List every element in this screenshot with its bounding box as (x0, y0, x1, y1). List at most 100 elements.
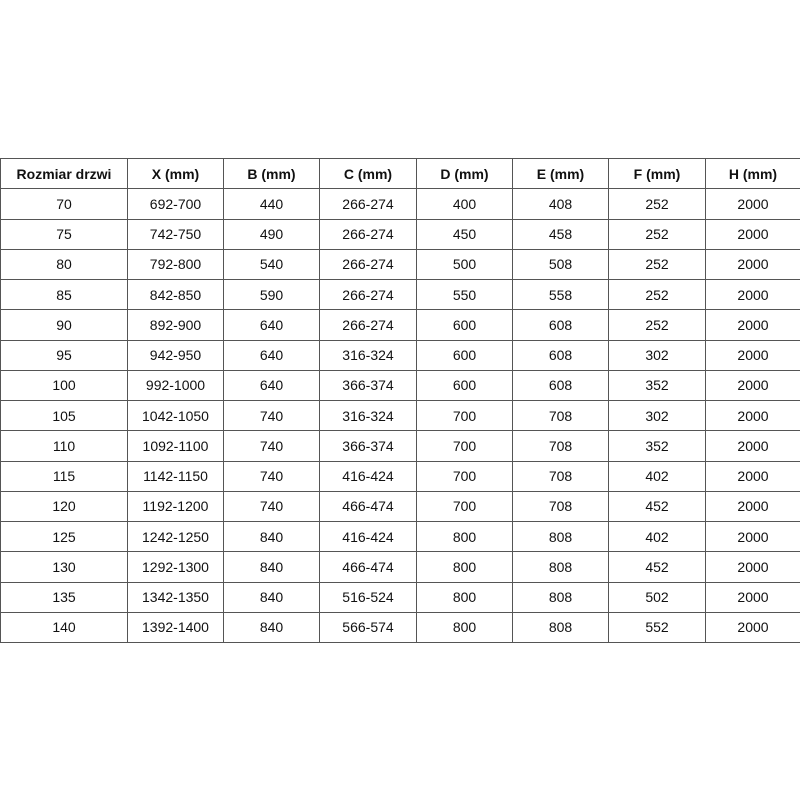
table-cell: 366-374 (319, 369, 417, 402)
table-cell: 842-850 (127, 278, 224, 311)
table-cell: 120 (0, 490, 128, 523)
table-cell: 840 (223, 611, 320, 644)
table-header-row: Rozmiar drzwi X (mm) B (mm) C (mm) D (mm) E (… (0, 157, 800, 190)
column-header: C (mm) (319, 157, 417, 190)
table-cell: 566-574 (319, 611, 417, 644)
column-header: D (mm) (416, 157, 513, 190)
table-cell: 600 (416, 369, 513, 402)
table-cell: 440 (223, 188, 320, 220)
table-cell: 1392-1400 (127, 611, 224, 644)
table-cell: 2000 (705, 551, 800, 583)
table-cell: 808 (512, 581, 609, 613)
table-cell: 110 (0, 430, 128, 462)
table-cell: 1192-1200 (127, 490, 224, 523)
table-cell: 1342-1350 (127, 581, 224, 613)
table-row: 140 1392-1400 840 566-574 800 808 552 2000 (0, 611, 800, 644)
column-header: B (mm) (223, 157, 320, 190)
table-cell: 408 (512, 188, 609, 220)
table-cell: 70 (0, 188, 128, 220)
table-cell: 80 (0, 248, 128, 281)
table-cell: 402 (608, 520, 706, 553)
column-header: F (mm) (608, 157, 706, 190)
table-cell: 800 (416, 581, 513, 613)
table-cell: 90 (0, 309, 128, 341)
table-cell: 640 (223, 369, 320, 402)
table-cell: 840 (223, 520, 320, 553)
table-cell: 700 (416, 460, 513, 492)
table-cell: 266-274 (319, 309, 417, 341)
table-row: 135 1342-1350 840 516-524 800 808 502 2000 (0, 581, 800, 613)
table-cell: 95 (0, 339, 128, 371)
table-cell: 2000 (705, 399, 800, 432)
table-cell: 85 (0, 278, 128, 311)
table-cell: 266-274 (319, 248, 417, 281)
table-cell: 266-274 (319, 188, 417, 220)
table-cell: 1142-1150 (127, 460, 224, 492)
table-cell: 1242-1250 (127, 520, 224, 553)
table-cell: 352 (608, 369, 706, 402)
table-row: 95 942-950 640 316-324 600 608 302 2000 (0, 339, 800, 371)
table-cell: 302 (608, 339, 706, 371)
table-cell: 700 (416, 430, 513, 462)
table-cell: 742-750 (127, 218, 224, 250)
table-cell: 502 (608, 581, 706, 613)
table-cell: 808 (512, 611, 609, 644)
table-cell: 792-800 (127, 248, 224, 281)
table-cell: 402 (608, 460, 706, 492)
table-cell: 302 (608, 399, 706, 432)
table-cell: 266-274 (319, 278, 417, 311)
table-cell: 452 (608, 551, 706, 583)
table-cell: 700 (416, 399, 513, 432)
table-cell: 708 (512, 430, 609, 462)
table-cell: 2000 (705, 490, 800, 523)
table-row: 105 1042-1050 740 316-324 700 708 302 2000 (0, 399, 800, 432)
table-cell: 252 (608, 278, 706, 311)
table-cell: 516-524 (319, 581, 417, 613)
table-cell: 416-424 (319, 460, 417, 492)
table-cell: 2000 (705, 581, 800, 613)
table-cell: 458 (512, 218, 609, 250)
table-cell: 2000 (705, 309, 800, 341)
table-cell: 800 (416, 551, 513, 583)
table-cell: 366-374 (319, 430, 417, 462)
table-cell: 466-474 (319, 490, 417, 523)
table-cell: 252 (608, 309, 706, 341)
table-cell: 700 (416, 490, 513, 523)
table-cell: 416-424 (319, 520, 417, 553)
table-row: 115 1142-1150 740 416-424 700 708 402 2000 (0, 460, 800, 492)
table-cell: 708 (512, 490, 609, 523)
table-cell: 100 (0, 369, 128, 402)
table-cell: 266-274 (319, 218, 417, 250)
table-cell: 400 (416, 188, 513, 220)
table-cell: 115 (0, 460, 128, 492)
table-cell: 2000 (705, 248, 800, 281)
table-cell: 992-1000 (127, 369, 224, 402)
table-cell: 590 (223, 278, 320, 311)
table-cell: 252 (608, 218, 706, 250)
table-cell: 640 (223, 309, 320, 341)
table-cell: 252 (608, 188, 706, 220)
table-cell: 2000 (705, 188, 800, 220)
table-cell: 740 (223, 430, 320, 462)
table-cell: 840 (223, 551, 320, 583)
table-cell: 450 (416, 218, 513, 250)
table-cell: 2000 (705, 278, 800, 311)
table-row: 85 842-850 590 266-274 550 558 252 2000 (0, 278, 800, 311)
table-cell: 800 (416, 520, 513, 553)
table-cell: 608 (512, 369, 609, 402)
table-cell: 540 (223, 248, 320, 281)
table-cell: 640 (223, 339, 320, 371)
table-cell: 1092-1100 (127, 430, 224, 462)
column-header: X (mm) (127, 157, 224, 190)
table-cell: 740 (223, 460, 320, 492)
table-cell: 500 (416, 248, 513, 281)
table-row: 125 1242-1250 840 416-424 800 808 402 2000 (0, 520, 800, 553)
table-cell: 708 (512, 460, 609, 492)
table-row: 70 692-700 440 266-274 400 408 252 2000 (0, 188, 800, 220)
table-cell: 75 (0, 218, 128, 250)
table-cell: 892-900 (127, 309, 224, 341)
table-cell: 840 (223, 581, 320, 613)
table-cell: 252 (608, 248, 706, 281)
table-cell: 1042-1050 (127, 399, 224, 432)
table-row: 80 792-800 540 266-274 500 508 252 2000 (0, 248, 800, 281)
